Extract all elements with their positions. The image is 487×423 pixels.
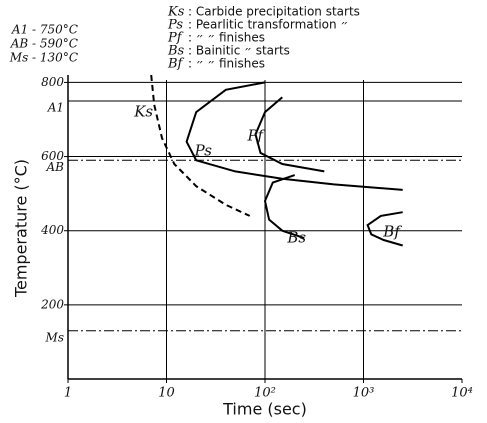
legend-symbol: Pf [167, 31, 184, 46]
curve-label: Ps [194, 142, 213, 160]
legend-symbol: Bf [167, 57, 185, 72]
legend-symbol: Ps [167, 18, 183, 33]
y-tick-label: 400 [40, 223, 64, 237]
reference-label: AB [46, 160, 65, 174]
legend-symbol: Ks [167, 5, 185, 20]
reference-label: A1 [47, 100, 64, 114]
legend-text: : Carbide precipitation starts [188, 5, 360, 19]
legend-symbol: Bs [167, 44, 185, 59]
curve [185, 81, 403, 191]
y-axis-label: Temperature (°C) [12, 159, 31, 298]
curve [366, 211, 403, 247]
legend-text: : ״ ״ finishes [188, 31, 265, 45]
x-tick-label: 1 [64, 386, 72, 401]
curve-label: Bf [382, 222, 402, 240]
y-tick-label: 200 [40, 297, 64, 311]
curve-label: Ks [133, 103, 153, 121]
legend-text: : ״ ״ finishes [188, 57, 265, 71]
reference-label: Ms [45, 330, 64, 344]
curve [150, 74, 251, 217]
x-tick-label: 10² [254, 386, 276, 401]
y-tick-label: 600 [41, 149, 64, 163]
curve [254, 96, 325, 173]
constant-label: Ms - 130°C [9, 51, 78, 65]
constant-label: AB - 590°C [10, 37, 78, 51]
curve-label: Bs [286, 229, 306, 247]
legend-text: : Pearlitic transformation ״ [188, 18, 348, 32]
legend-text: : Bainitic ״ starts [188, 44, 290, 58]
y-tick-label: 800 [41, 75, 64, 89]
curve [263, 174, 305, 240]
constant-label: A1 - 750°C [11, 23, 78, 37]
curve-label: Pf [246, 126, 265, 144]
x-tick-label: 10⁴ [451, 386, 473, 401]
x-tick-label: 10³ [353, 386, 375, 401]
x-axis-label: Time (sec) [222, 400, 307, 419]
x-tick-label: 10 [158, 386, 175, 401]
